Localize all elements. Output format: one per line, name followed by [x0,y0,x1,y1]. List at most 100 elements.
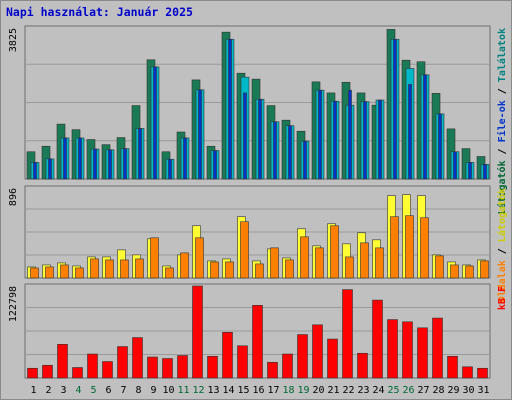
bar-bottom-kB F-31 [477,367,488,379]
panel-top-series-label-part-0: Látogatók [496,160,508,214]
bar-top-File-ok-25 [393,38,397,180]
bar-bottom-kB F-16 [252,305,263,379]
bar-top-File-ok-13 [213,150,217,180]
x-tick-label-29: 29 [447,385,459,396]
panel-top-series-label-part-2: File-ok [496,100,508,142]
bar-top-File-ok-11 [183,137,187,180]
x-tick-label-1: 1 [30,385,36,396]
panel-top-series-label-part-3: / [497,82,508,100]
bar-top-File-ok-18 [288,125,292,180]
bar-middle-Oldalak-3 [60,264,69,279]
bar-bottom-kB F-27 [417,327,428,379]
bar-middle-Oldalak-7 [120,259,129,279]
bar-bottom-kB F-8 [132,337,143,379]
bar-middle-Oldalak-22 [345,256,354,279]
bar-top-File-ok-30 [468,162,472,180]
x-tick-label-23: 23 [357,385,369,396]
bar-middle-Oldalak-18 [285,259,294,279]
x-tick-label-19: 19 [297,385,309,396]
bar-bottom-kB F-30 [462,366,473,379]
bar-middle-Oldalak-16 [255,263,264,279]
x-tick-label-18: 18 [282,385,294,396]
bar-top-File-ok-3 [63,137,67,180]
x-tick-label-11: 11 [177,385,189,396]
bar-top-File-ok-7 [123,148,127,180]
bar-middle-Oldalak-28 [435,255,444,279]
bar-middle-Oldalak-17 [270,247,279,279]
x-tick-label-3: 3 [60,385,66,396]
bar-top-File-ok-1 [33,162,37,180]
bar-top-File-ok-22 [348,89,352,180]
bar-middle-Oldalak-29 [450,264,459,279]
panel-top-series-label-part-4: Találatok [496,28,508,82]
bar-bottom-kB F-23 [357,352,368,379]
bar-top-File-ok-31 [483,164,487,180]
bar-bottom-kB F-13 [207,355,218,379]
bar-bottom-kB F-5 [87,353,98,379]
bar-middle-Oldalak-24 [375,247,384,279]
panel-top-series-label: Látogatók / File-ok / Találatok [496,28,508,215]
bar-middle-Oldalak-6 [105,259,114,279]
bar-top-File-ok-21 [333,100,337,180]
bar-middle-Oldalak-23 [360,242,369,279]
bar-bottom-kB F-9 [147,356,158,379]
bar-middle-Oldalak-19 [300,236,309,279]
bar-middle-Oldalak-2 [45,266,54,279]
bar-middle-Oldalak-27 [420,217,429,279]
bar-top-File-ok-8 [138,128,142,180]
x-tick-label-4: 4 [75,385,81,396]
bar-middle-Oldalak-4 [75,267,84,279]
x-tick-label-14: 14 [222,385,234,396]
bar-top-File-ok-5 [93,148,97,180]
x-tick-label-17: 17 [267,385,279,396]
bar-middle-Oldalak-31 [480,260,489,279]
bar-bottom-kB F-18 [282,353,293,379]
bar-middle-Oldalak-9 [150,237,159,279]
bar-bottom-kB F-21 [327,338,338,379]
x-tick-label-27: 27 [417,385,429,396]
bar-bottom-kB F-22 [342,289,353,379]
bar-bottom-kB F-29 [447,355,458,379]
panel-middle-series-label-part-2: Látogatók [496,188,508,242]
panel-top-ymax-label: 3825 [8,28,19,52]
x-tick-label-22: 22 [342,385,354,396]
bar-top-File-ok-2 [48,158,52,180]
x-tick-label-30: 30 [462,385,474,396]
bar-bottom-kB F-15 [237,345,248,379]
x-tick-label-16: 16 [252,385,264,396]
bar-top-File-ok-27 [423,74,427,180]
bar-bottom-kB F-17 [267,361,278,379]
panel-bottom-series-label-part-0: kB F [497,286,508,310]
bar-middle-Oldalak-8 [135,258,144,279]
bar-bottom-kB F-25 [387,319,398,379]
bar-top-File-ok-19 [303,140,307,180]
bar-middle-Oldalak-12 [195,237,204,279]
bar-top-File-ok-26 [408,83,412,180]
bar-middle-Oldalak-14 [225,261,234,279]
x-tick-label-9: 9 [150,385,156,396]
x-tick-label-25: 25 [387,385,399,396]
panel-top-series-label-part-1: / [497,142,508,160]
x-tick-label-31: 31 [477,385,489,396]
x-tick-label-7: 7 [120,385,126,396]
x-tick-label-10: 10 [162,385,174,396]
bar-top-File-ok-15 [243,92,247,180]
panel-middle-series-label: Oldalak / Látogatók [496,188,508,302]
bar-top-File-ok-14 [228,38,232,180]
bar-middle-Oldalak-30 [465,265,474,279]
bar-bottom-kB F-4 [72,367,83,379]
bar-bottom-kB F-12 [192,285,203,379]
x-tick-label-15: 15 [237,385,249,396]
x-tick-label-5: 5 [90,385,96,396]
x-tick-label-2: 2 [45,385,51,396]
bar-bottom-kB F-19 [297,334,308,379]
bar-top-File-ok-29 [453,151,457,180]
panel-bottom-ymax-label: 122798 [8,286,19,322]
bar-bottom-kB F-20 [312,324,323,379]
bar-middle-Oldalak-15 [240,221,249,279]
x-tick-label-8: 8 [135,385,141,396]
bar-middle-Oldalak-10 [165,267,174,279]
x-tick-label-26: 26 [402,385,414,396]
bar-top-File-ok-20 [318,89,322,180]
